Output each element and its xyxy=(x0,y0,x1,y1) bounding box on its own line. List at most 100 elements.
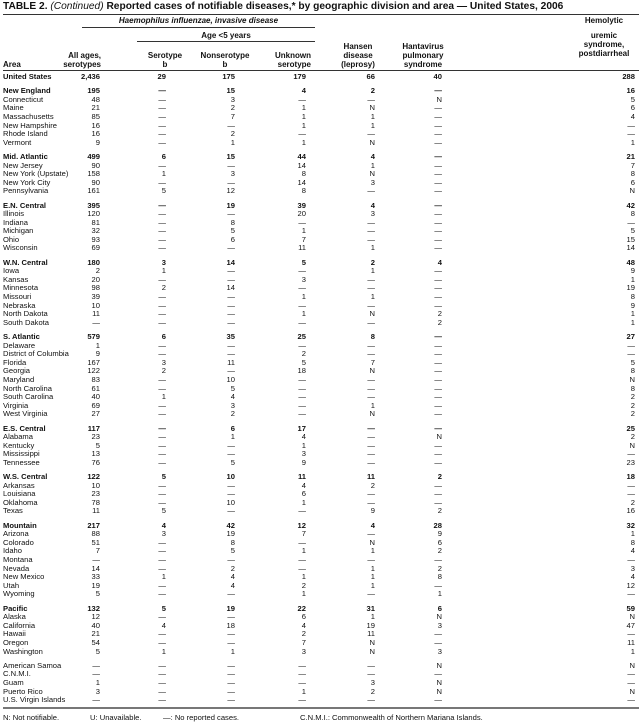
value-cell: — xyxy=(434,243,442,253)
value-cell: — xyxy=(367,555,375,565)
value-cell: — xyxy=(367,383,375,393)
table-row: New Jersey 90 — — 14 1 — 7 xyxy=(3,160,639,171)
value-cell: 22 xyxy=(297,603,306,613)
value-cell: 579 xyxy=(87,332,100,341)
value-cell: 4 xyxy=(630,546,635,556)
table-row: Mississippi 13 — — 3 — — — xyxy=(3,450,639,459)
value-cell: — xyxy=(158,217,166,227)
value-cell: — xyxy=(227,274,235,284)
value-cell: 8 xyxy=(630,366,635,376)
value-cell: 2 xyxy=(301,629,306,639)
value-cell: — xyxy=(227,317,235,327)
value-cell: 48 xyxy=(626,257,635,267)
table-row: Wyoming 5 — — 1 — 1 — xyxy=(3,590,639,599)
value-cell: 1 xyxy=(370,120,375,130)
value-cell: — xyxy=(434,300,442,310)
value-cell: — xyxy=(92,555,100,565)
value-cell: 122 xyxy=(87,472,100,482)
value-cell: 9 xyxy=(630,266,635,276)
header-line: syndrome xyxy=(403,60,443,69)
value-cell: 14 xyxy=(626,243,635,253)
value-cell: — xyxy=(367,457,375,467)
value-cell: — xyxy=(367,669,375,679)
value-cell: 6 xyxy=(301,489,306,499)
value-cell: 1 xyxy=(301,111,306,121)
value-cell: 7 xyxy=(301,637,306,647)
value-cell: 1 xyxy=(370,111,375,121)
value-cell: 8 xyxy=(630,209,635,219)
value-cell: — xyxy=(298,283,306,293)
value-cell: 21 xyxy=(91,629,100,639)
value-cell: 132 xyxy=(87,603,100,613)
value-cell: 7 xyxy=(95,546,100,556)
value-cell: 8 xyxy=(630,169,635,179)
header-serotype-b: Serotype b xyxy=(140,51,190,69)
value-cell: 6 xyxy=(301,612,306,622)
value-cell: 4 xyxy=(301,480,306,490)
header-line: uremic xyxy=(590,31,618,40)
area-cell: American Samoa xyxy=(3,660,62,670)
table-row: U.S. Virgin Islands — — — — — — — xyxy=(3,696,639,705)
value-cell: — xyxy=(434,423,442,433)
value-cell: — xyxy=(298,300,306,310)
value-cell: — xyxy=(367,274,375,284)
area-cell: Rhode Island xyxy=(3,129,48,139)
value-cell: 6 xyxy=(161,332,166,341)
header-line: serotype xyxy=(277,60,311,69)
value-cell: N xyxy=(369,103,375,113)
table-row: Rhode Island 16 — 2 — — — — xyxy=(3,130,639,139)
area-cell: Maine xyxy=(3,103,24,113)
value-cell: 4 xyxy=(301,620,306,630)
area-cell: New Jersey xyxy=(3,160,43,170)
value-cell: 3 xyxy=(370,677,375,687)
table-title: TABLE 2. (Continued) Reported cases of n… xyxy=(3,1,563,12)
value-cell: — xyxy=(367,440,375,450)
value-cell: 11 xyxy=(627,637,635,647)
footer-rule xyxy=(3,707,639,709)
area-cell: Virginia xyxy=(3,400,29,410)
value-cell: 14 xyxy=(297,177,306,187)
value-cell: 25 xyxy=(626,423,635,433)
value-cell: N xyxy=(436,660,442,670)
area-cell: Nebraska xyxy=(3,300,36,310)
table-row: Vermont 9 — 1 1 N — 1 xyxy=(3,138,639,148)
value-cell: — xyxy=(627,489,635,499)
region-row: E.N. Central 395 — 19 39 4 — 42 xyxy=(3,201,639,211)
table-row: Washington 5 1 1 3 N 3 1 xyxy=(3,647,639,657)
value-cell: 2 xyxy=(437,506,442,516)
area-cell: Nevada xyxy=(3,563,30,573)
value-cell: 3 xyxy=(230,400,235,410)
value-cell: 98 xyxy=(91,283,100,293)
value-cell: 85 xyxy=(91,111,100,121)
value-cell: 14 xyxy=(226,283,235,293)
table-row: Connecticut 48 — 3 — — N 5 xyxy=(3,95,639,105)
value-cell: 23 xyxy=(91,489,100,499)
area-cell: Kansas xyxy=(3,274,29,284)
header-line: All ages, xyxy=(68,51,101,60)
value-cell: 9 xyxy=(370,506,375,516)
value-cell: 5 xyxy=(301,357,306,367)
area-cell: Illinois xyxy=(3,209,25,219)
region-row: Mid. Atlantic 499 6 15 44 4—21 xyxy=(3,152,639,162)
header-unknown-serotype: Unknown serotype xyxy=(255,51,311,69)
value-cell: — xyxy=(434,129,442,139)
value-cell: N xyxy=(629,660,635,670)
value-cell: 1 xyxy=(630,309,635,319)
value-cell: 47 xyxy=(626,620,635,630)
value-cell: 1 xyxy=(370,266,375,276)
value-cell: — xyxy=(227,349,235,359)
value-cell: 1 xyxy=(301,226,306,236)
value-cell: 40 xyxy=(91,392,100,402)
area-cell: Alabama xyxy=(3,432,33,442)
table-row: Nevada 14 — 2 — 1 2 3 xyxy=(3,563,639,574)
table-row: Indiana 81 — 8 — — — — xyxy=(3,217,639,228)
value-cell: — xyxy=(434,555,442,565)
value-cell: 2 xyxy=(230,563,235,573)
table-row: Pennsylvania 161 5 12 8 — — N xyxy=(3,187,639,196)
area-cell: Louisiana xyxy=(3,489,36,499)
value-cell: — xyxy=(227,160,235,170)
value-cell: 1 xyxy=(301,497,306,507)
area-cell: Iowa xyxy=(3,266,20,276)
value-cell: 28 xyxy=(433,520,442,530)
value-cell: — xyxy=(227,340,235,350)
